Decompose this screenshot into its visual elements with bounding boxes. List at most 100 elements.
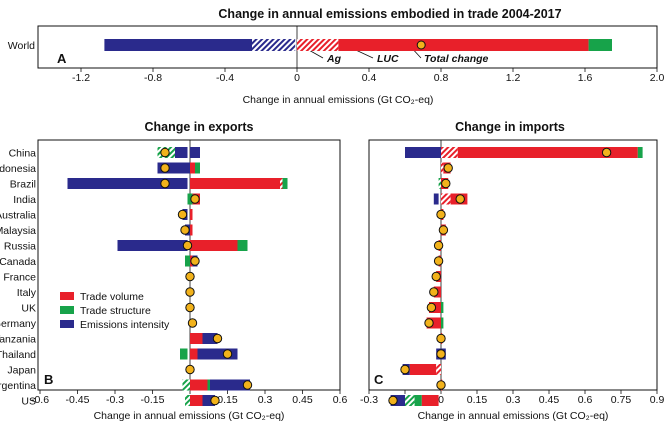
bar-segment [190,224,193,236]
total-marker [426,302,437,313]
x-tick-label: 2.0 [650,72,665,84]
panel-label-c: C [374,372,384,387]
category-label: China [9,148,37,160]
bar-segment [175,147,188,158]
bar-segment [426,317,441,329]
category-label: Japan [7,365,36,377]
total-marker [185,364,195,375]
bar-segment [190,209,193,220]
total-marker [160,147,170,158]
panel-a-frame [37,25,658,69]
total-marker [222,349,233,359]
panel-a-marks: -1.2 -0.8 -0.4 0 0.4 0.8 1.2 1.6 2.0 World [8,26,665,84]
total-marker [431,271,441,282]
bar-segment [157,162,190,174]
total-marker [443,163,453,173]
bar-segment [441,162,444,174]
bar-segment [202,333,218,344]
legend-emissions-intensity: Emissions intensity [80,319,170,331]
x-tick-label: -0.15 [141,394,165,406]
x-tick-label: 0.15 [217,394,238,406]
annot-total: Total change [424,53,489,65]
x-tick-label: 0.15 [467,394,488,406]
bar-segment [237,240,248,251]
total-marker [185,287,195,297]
x-tick-label: -0.3 [106,394,124,406]
bar-segment [67,178,188,189]
category-label: Indonesia [0,163,36,175]
bar-segment [195,162,200,174]
category-label: World [8,40,35,52]
bar-segment [409,364,437,375]
bar-segment [187,193,193,205]
chart-marks: -1.2 -0.8 -0.4 0 0.4 0.8 1.2 1.6 2.0 World -0.6 -0.… [0,26,664,408]
total-marker [424,318,434,328]
bar-segment [117,240,188,251]
bar-segment [421,395,439,406]
x-tick-label: 0.4 [362,72,377,84]
bar-segment [190,162,195,174]
bar-segment [210,379,250,391]
x-tick-label: -0.3 [360,394,378,406]
category-label: France [3,272,36,284]
bar-segment [180,348,188,360]
total-marker [182,240,193,251]
x-tick-label: 0.6 [578,394,593,406]
total-marker [177,209,188,220]
bar-segment [282,178,288,189]
total-marker [242,380,253,390]
category-label: Argentina [0,380,36,392]
xlabel-c: Change in annual emissions (Gt CO₂-eq) [418,410,609,422]
category-label: Malaysia [0,225,36,237]
x-tick-label: 0.9 [650,394,665,406]
bar-segment [441,193,451,205]
legend-swatch-emissions-intensity [60,320,74,328]
annot-luc: LUC [377,53,399,65]
legend-trade-structure: Trade structure [80,305,151,317]
x-tick-label: 1.2 [506,72,521,84]
x-tick-label: -0.4 [216,72,234,84]
category-label: US [21,396,36,408]
total-marker [212,333,223,344]
total-marker [601,147,612,158]
legend-swatch-trade-structure [60,306,74,314]
bar-segment [436,364,441,375]
category-label: Thailand [0,349,36,361]
bar-segment [202,395,215,406]
total-marker [433,240,444,251]
bar-segment [190,147,200,158]
bar-segment [185,395,190,406]
category-label: Russia [4,241,36,253]
bar-segment [433,193,439,205]
total-marker [429,287,439,297]
total-marker [388,395,398,406]
total-marker [455,194,465,204]
category-label: India [13,194,36,206]
x-tick-label: 0.3 [506,394,521,406]
title-c: Change in imports [455,120,565,134]
x-tick-label: 0.45 [292,394,313,406]
panel-label-b: B [44,372,53,387]
annot-ag: Ag [326,53,342,65]
x-tick-label: 0.6 [333,394,348,406]
category-label: Tanzania [0,334,36,346]
total-marker [160,163,170,173]
title-b: Change in exports [144,120,253,134]
bar-segment [104,39,253,51]
total-marker [185,302,195,313]
title-a: Change in annual emissions embodied in t… [218,7,561,21]
x-tick-label: -1.2 [72,72,90,84]
total-marker [400,364,410,375]
bar-segment [185,255,190,267]
category-label: Australia [0,210,36,222]
legend-swatch-trade-volume [60,292,74,300]
x-tick-label: -0.8 [144,72,162,84]
x-tick-label: -0.6 [31,394,49,406]
bar-segment [190,379,208,391]
total-marker [416,40,426,50]
bar-segment [280,178,283,189]
x-tick-label: 0 [294,72,300,84]
x-tick-label: 0.8 [434,72,449,84]
bar-segment [207,379,210,391]
